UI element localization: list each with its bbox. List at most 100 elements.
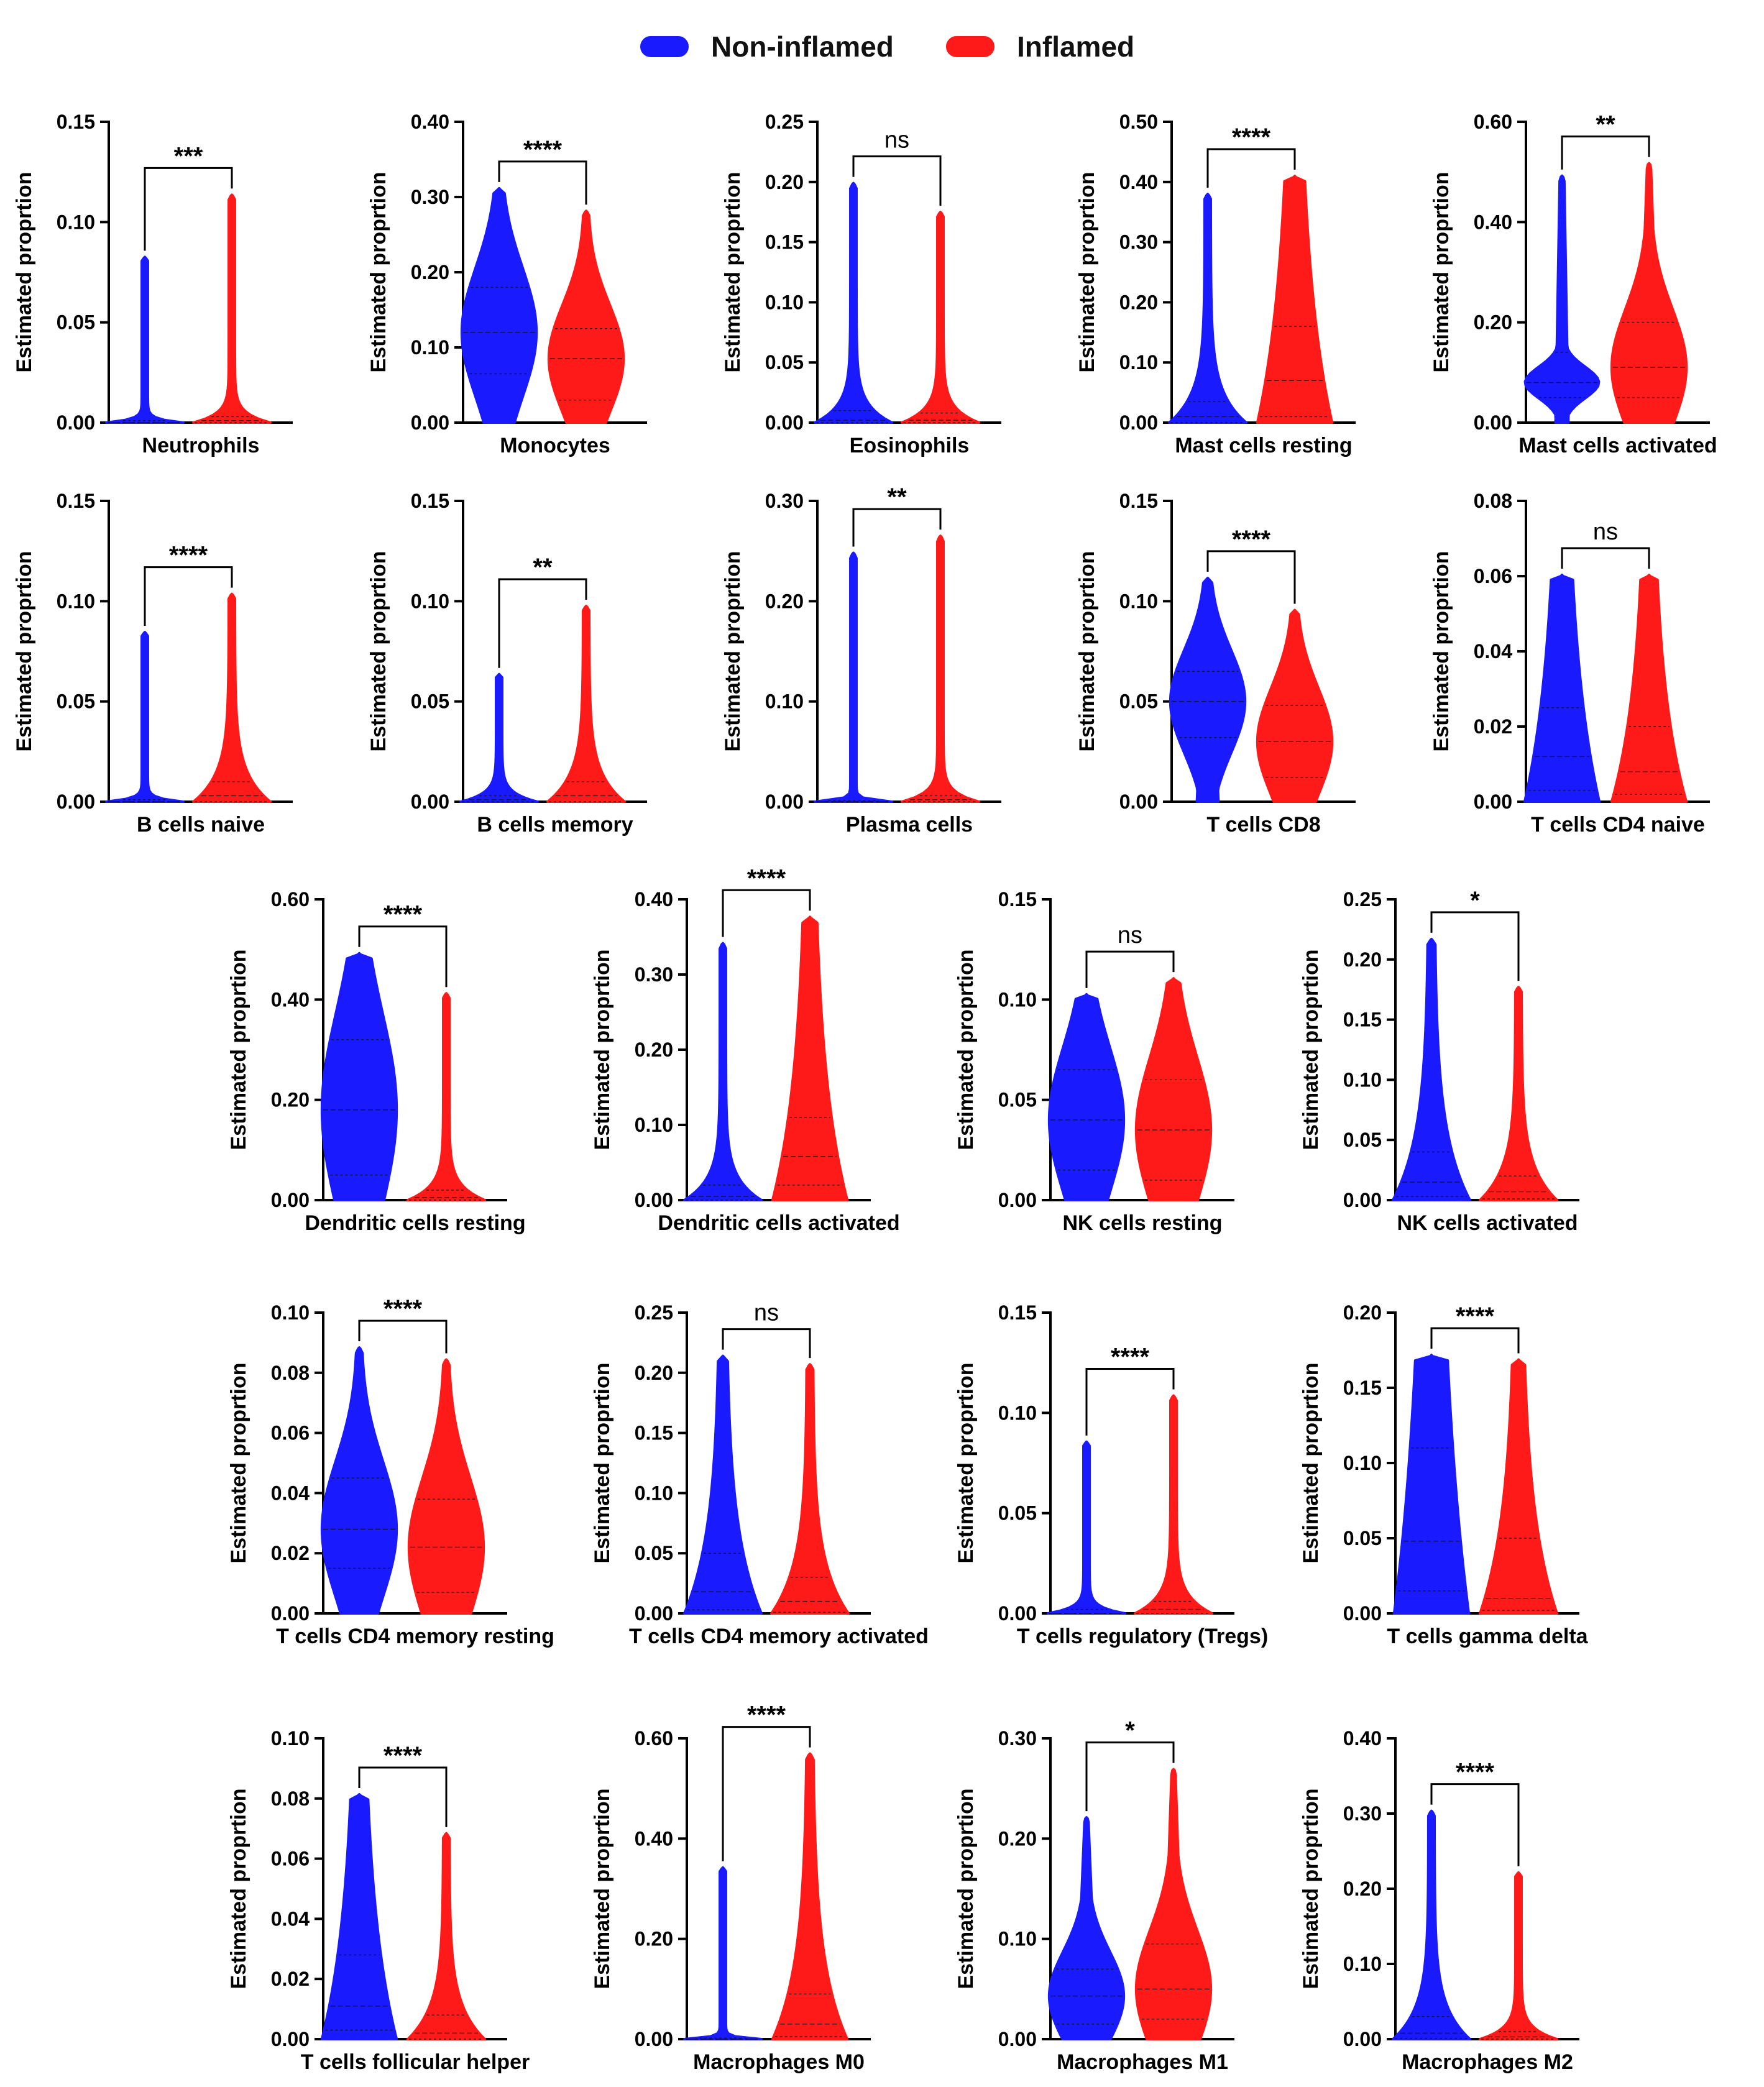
y-tick-label-dendritic-cells-activated-1: 0.10 xyxy=(635,1114,673,1136)
y-axis-label-t-cells-gamma-delta: Estimated proprtion xyxy=(1299,1362,1323,1563)
x-category-label-t-cells-cd4-memory-resting: T cells CD4 memory resting xyxy=(276,1625,554,1648)
violin-non-inflamed-macrophages-m1 xyxy=(1047,1816,1126,2040)
y-tick-label-t-cells-regulatory-tregs-2: 0.10 xyxy=(998,1401,1037,1424)
y-tick-label-mast-cells-resting-2: 0.20 xyxy=(1119,291,1158,313)
y-tick-label-t-cells-cd8-2: 0.10 xyxy=(1119,590,1158,612)
violin-inflamed-b-cells-memory xyxy=(546,605,626,803)
violin-inflamed-plasma-cells xyxy=(901,534,980,803)
violin-non-inflamed-nk-cells-resting xyxy=(1047,993,1126,1201)
significance-label-t-cells-follicular-helper: **** xyxy=(384,1742,423,1769)
significance-label-t-cells-regulatory-tregs: **** xyxy=(1111,1344,1150,1371)
x-category-label-neutrophils: Neutrophils xyxy=(142,434,260,457)
y-tick-label-b-cells-naive-1: 0.05 xyxy=(57,690,95,713)
significance-label-monocytes: **** xyxy=(523,136,563,163)
significance-bracket-macrophages-m1 xyxy=(1085,1741,1175,1812)
violin-inflamed-neutrophils xyxy=(192,193,272,424)
x-category-label-macrophages-m2: Macrophages M2 xyxy=(1402,2050,1573,2074)
significance-label-macrophages-m2: **** xyxy=(1456,1759,1495,1786)
violin-inflamed-b-cells-naive xyxy=(192,592,272,803)
y-tick-label-t-cells-cd4-memory-activated-0: 0.00 xyxy=(635,1602,673,1625)
violin-inflamed-mast-cells-resting xyxy=(1256,175,1334,424)
significance-label-nk-cells-resting: ns xyxy=(1118,922,1142,948)
panel-macrophages-m1: 0.00 0.10 0.20 0.30 Estimated proprtion Macro… xyxy=(954,1717,1234,2074)
y-tick-label-nk-cells-resting-3: 0.15 xyxy=(998,888,1037,910)
y-tick-label-t-cells-cd4-naive-2: 0.04 xyxy=(1474,640,1512,663)
y-tick-label-eosinophils-2: 0.10 xyxy=(765,291,804,313)
significance-bracket-mast-cells-activated xyxy=(1561,135,1650,170)
significance-bracket-monocytes xyxy=(498,160,587,205)
y-tick-label-mast-cells-resting-5: 0.50 xyxy=(1119,111,1158,133)
violin-non-inflamed-mast-cells-resting xyxy=(1168,193,1247,424)
y-tick-label-macrophages-m1-1: 0.10 xyxy=(998,1928,1037,1950)
y-axis-label-macrophages-m1: Estimated proprtion xyxy=(954,1788,978,1989)
y-tick-label-macrophages-m1-3: 0.30 xyxy=(998,1727,1037,1750)
significance-bracket-neutrophils xyxy=(144,167,233,251)
y-tick-label-t-cells-cd4-naive-0: 0.00 xyxy=(1474,791,1512,813)
y-tick-label-t-cells-gamma-delta-3: 0.15 xyxy=(1343,1377,1382,1399)
y-axis-label-t-cells-cd4-memory-activated: Estimated proprtion xyxy=(590,1362,614,1563)
violin-inflamed-nk-cells-resting xyxy=(1134,977,1213,1201)
legend-label-inflamed: Inflamed xyxy=(1017,30,1135,63)
y-tick-label-t-cells-follicular-helper-1: 0.02 xyxy=(271,1968,310,1990)
legend: Non-inflamed Inflamed xyxy=(0,25,1764,68)
violin-inflamed-t-cells-cd8 xyxy=(1256,608,1334,803)
y-tick-label-t-cells-cd4-memory-activated-4: 0.20 xyxy=(635,1362,673,1384)
y-tick-label-nk-cells-activated-0: 0.00 xyxy=(1343,1189,1382,1211)
y-tick-label-macrophages-m2-2: 0.20 xyxy=(1343,1878,1382,1900)
y-tick-label-t-cells-follicular-helper-3: 0.06 xyxy=(271,1848,310,1870)
y-tick-label-nk-cells-resting-1: 0.05 xyxy=(998,1089,1037,1111)
significance-label-macrophages-m1: * xyxy=(1125,1717,1135,1745)
significance-bracket-b-cells-naive xyxy=(144,566,233,626)
violin-inflamed-mast-cells-activated xyxy=(1610,162,1688,424)
legend-swatch-inflamed xyxy=(946,36,995,57)
y-tick-label-t-cells-cd4-naive-4: 0.08 xyxy=(1474,490,1512,512)
panel-t-cells-follicular-helper: 0.00 0.02 0.04 0.06 0.08 0.10 Estimated proprt… xyxy=(227,1727,530,2074)
x-category-label-eosinophils: Eosinophils xyxy=(850,434,970,457)
violin-inflamed-t-cells-cd4-memory-resting xyxy=(407,1358,485,1615)
y-tick-label-monocytes-2: 0.20 xyxy=(411,261,449,283)
x-category-label-monocytes: Monocytes xyxy=(500,434,610,457)
significance-label-dendritic-cells-activated: **** xyxy=(747,865,786,892)
y-tick-label-mast-cells-activated-2: 0.40 xyxy=(1474,211,1512,233)
significance-bracket-eosinophils xyxy=(852,155,942,206)
y-tick-label-plasma-cells-1: 0.10 xyxy=(765,690,804,713)
y-tick-label-dendritic-cells-activated-3: 0.30 xyxy=(635,963,673,986)
significance-label-t-cells-cd4-memory-resting: **** xyxy=(384,1295,423,1323)
violin-inflamed-t-cells-follicular-helper xyxy=(407,1832,486,2040)
violin-inflamed-macrophages-m0 xyxy=(771,1752,849,2040)
y-axis-label-nk-cells-resting: Estimated proprtion xyxy=(954,949,978,1150)
violin-inflamed-t-cells-gamma-delta xyxy=(1479,1358,1558,1615)
y-tick-label-b-cells-naive-0: 0.00 xyxy=(57,791,95,813)
violin-non-inflamed-t-cells-cd8 xyxy=(1169,576,1247,803)
y-tick-label-t-cells-cd4-memory-resting-0: 0.00 xyxy=(271,1602,310,1625)
legend-label-non-inflamed: Non-inflamed xyxy=(711,30,894,63)
y-tick-label-t-cells-cd8-3: 0.15 xyxy=(1119,490,1158,512)
violin-non-inflamed-dendritic-cells-resting xyxy=(320,952,398,1201)
y-tick-label-t-cells-cd4-memory-resting-4: 0.08 xyxy=(271,1362,310,1384)
significance-label-t-cells-cd4-memory-activated: ns xyxy=(754,1300,779,1326)
y-tick-label-mast-cells-activated-0: 0.00 xyxy=(1474,411,1512,434)
violin-non-inflamed-t-cells-cd4-naive xyxy=(1523,574,1601,803)
violin-non-inflamed-nk-cells-activated xyxy=(1392,937,1471,1201)
significance-bracket-mast-cells-resting xyxy=(1206,148,1296,188)
significance-bracket-t-cells-gamma-delta xyxy=(1430,1327,1520,1354)
significance-bracket-nk-cells-resting xyxy=(1085,950,1175,988)
y-axis-label-t-cells-cd8: Estimated proprtion xyxy=(1075,551,1099,751)
panel-b-cells-memory: 0.00 0.05 0.10 0.15 Estimated proprtion B cel… xyxy=(367,490,647,837)
panel-macrophages-m2: 0.00 0.10 0.20 0.30 0.40 Estimated proprtion M… xyxy=(1299,1727,1579,2074)
significance-bracket-dendritic-cells-activated xyxy=(722,889,811,937)
significance-label-nk-cells-activated: * xyxy=(1470,887,1480,914)
y-tick-label-nk-cells-activated-1: 0.05 xyxy=(1343,1129,1382,1151)
violin-inflamed-macrophages-m2 xyxy=(1479,1871,1558,2040)
legend-item-non-inflamed: Non-inflamed xyxy=(640,25,894,68)
y-tick-label-b-cells-memory-1: 0.05 xyxy=(411,690,449,713)
y-tick-label-macrophages-m0-1: 0.20 xyxy=(635,1928,673,1950)
significance-label-macrophages-m0: **** xyxy=(747,1702,786,1729)
y-tick-label-eosinophils-1: 0.05 xyxy=(765,351,804,374)
violin-non-inflamed-neutrophils xyxy=(105,255,185,424)
y-tick-label-mast-cells-activated-3: 0.60 xyxy=(1474,111,1512,133)
y-axis-label-dendritic-cells-activated: Estimated proprtion xyxy=(590,949,614,1150)
significance-bracket-dendritic-cells-resting xyxy=(358,925,448,988)
y-tick-label-dendritic-cells-activated-2: 0.20 xyxy=(635,1039,673,1061)
significance-label-dendritic-cells-resting: **** xyxy=(384,901,423,929)
